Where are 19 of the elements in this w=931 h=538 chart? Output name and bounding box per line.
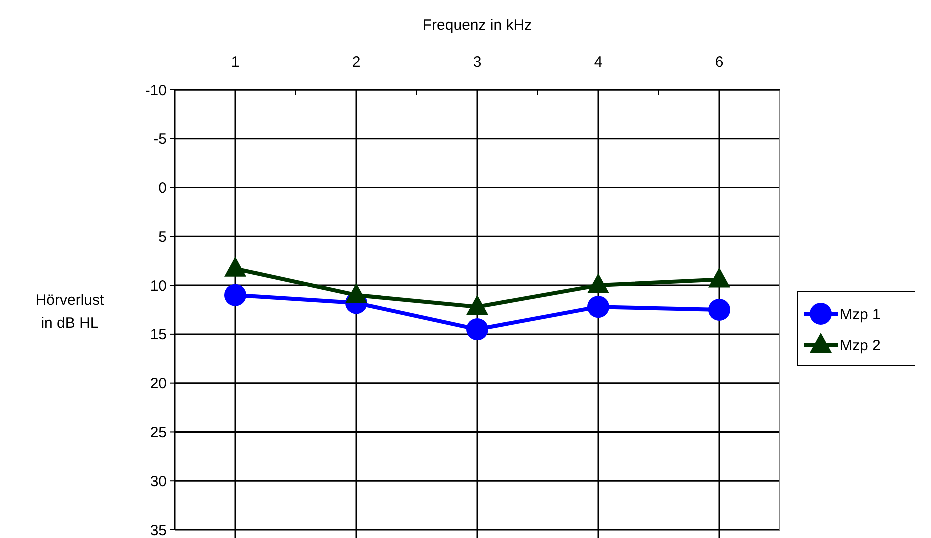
y-tick-label: 15 (150, 326, 167, 344)
legend-label: Mzp 2 (840, 337, 881, 354)
y-tick-label: 30 (150, 473, 167, 490)
y-tick-label: 10 (150, 278, 167, 295)
y-tick-label: -10 (145, 82, 167, 100)
y-tick-label: 20 (150, 376, 167, 393)
x-tick-label: 3 (473, 54, 482, 71)
x-tick-label: 2 (352, 54, 361, 71)
y-axis-title: Hörverlust in dB HL (36, 292, 105, 332)
y-tick-label: 0 (158, 180, 167, 198)
x-tick-label: 4 (594, 54, 603, 71)
y-tick-label: 5 (158, 228, 167, 246)
y-tick-label: 25 (150, 424, 167, 442)
x-tick-label: 1 (231, 54, 240, 71)
x-axis-title: Frequenz in kHz (422, 17, 532, 34)
x-tick-label: 6 (715, 54, 724, 71)
y-tick-label: 35 (150, 522, 167, 538)
y-tick-label: -5 (154, 131, 167, 148)
legend-label: Mzp 1 (840, 306, 881, 324)
